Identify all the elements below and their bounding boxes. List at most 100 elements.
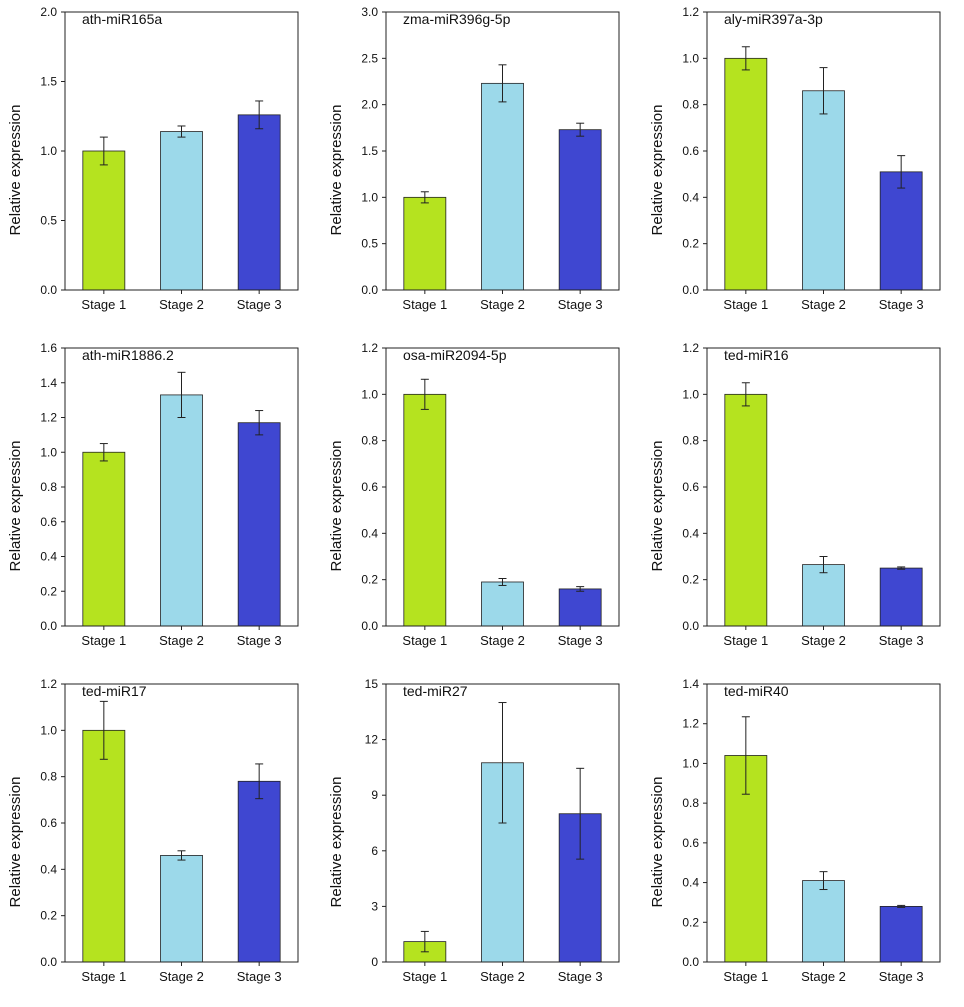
bar-1 [82, 150, 126, 291]
chart-panel-4: Relative expression ath-miR1886.2 0.0 0.2… [0, 336, 321, 671]
y-tick-label: 0.0 [361, 619, 378, 633]
chart-title: aly-miR397a-3p [724, 11, 823, 27]
x-tick-label: Stage 1 [81, 969, 126, 984]
bar-1 [403, 196, 447, 291]
error-bar-1 [420, 191, 429, 204]
x-tick-label: Stage 1 [723, 969, 768, 984]
error-bar-3 [255, 100, 264, 130]
y-tick-label: 2.0 [361, 98, 378, 112]
error-bar-2 [498, 578, 507, 586]
error-bar-2 [177, 850, 186, 861]
y-tick-label: 0 [371, 955, 378, 969]
x-tick-label: Stage 2 [480, 969, 525, 984]
y-axis-label: Relative expression [649, 441, 666, 572]
error-bar-1 [99, 136, 108, 166]
y-tick-label: 0.0 [682, 619, 699, 633]
bar-2 [160, 855, 203, 963]
chart-panel-7: Relative expression ted-miR17 0.0 0.2 0.4 0… [0, 672, 321, 1007]
x-tick-label: Stage 3 [879, 633, 924, 648]
y-tick-label: 0.0 [40, 283, 57, 297]
bar-chart-7: Relative expression ted-miR17 0.0 0.2 0.4 0… [7, 677, 299, 984]
y-tick-label: 1.0 [682, 387, 699, 401]
y-tick-label: 0.8 [682, 796, 699, 810]
y-tick-label: 0.6 [361, 480, 378, 494]
error-bar-1 [420, 930, 429, 953]
bar-1 [724, 393, 768, 627]
y-tick-label: 1.0 [40, 144, 57, 158]
error-bar-1 [741, 382, 750, 407]
y-tick-label: 0.2 [361, 573, 378, 587]
y-tick-label: 1.4 [682, 677, 699, 691]
bar-chart-2: Relative expression zma-miR396g-5p 0.0 0.… [328, 5, 620, 312]
bar-3 [879, 567, 923, 627]
x-tick-label: Stage 2 [801, 969, 846, 984]
bar-2 [481, 82, 524, 291]
y-tick-label: 0.0 [40, 619, 57, 633]
error-bar-3 [897, 155, 906, 189]
bar-1 [403, 393, 447, 627]
error-bar-2 [819, 67, 828, 115]
y-tick-label: 1.0 [361, 387, 378, 401]
y-tick-label: 1.2 [361, 341, 378, 355]
y-tick-label: 0.2 [682, 573, 699, 587]
bar-chart-1: Relative expression ath-miR165a 0.0 0.5 1.… [7, 5, 299, 312]
chart-panel-8: Relative expression ted-miR27 0 3 6 9 12 15 St… [321, 672, 642, 1007]
bar-chart-3: Relative expression aly-miR397a-3p 0.0 0.… [649, 5, 941, 312]
x-tick-label: Stage 2 [480, 297, 525, 312]
bar-2 [160, 394, 203, 627]
y-tick-label: 0.8 [361, 434, 378, 448]
x-tick-label: Stage 1 [81, 633, 126, 648]
error-bar-2 [177, 125, 186, 138]
chart-panel-6: Relative expression ted-miR16 0.0 0.2 0.4 0… [642, 336, 963, 671]
y-tick-label: 0.2 [40, 909, 57, 923]
error-bar-3 [897, 566, 906, 570]
chart-title: osa-miR2094-5p [403, 347, 507, 363]
y-axis-label: Relative expression [7, 441, 24, 572]
y-tick-label: 0.4 [682, 190, 699, 204]
bar-1 [82, 729, 126, 963]
bar-chart-9: Relative expression ted-miR40 0.0 0.2 0.4 0… [649, 677, 941, 984]
error-bar-2 [177, 371, 186, 418]
y-tick-label: 1.6 [40, 341, 57, 355]
y-axis-label: Relative expression [649, 105, 666, 236]
bar-3 [558, 129, 602, 291]
x-tick-label: Stage 3 [879, 969, 924, 984]
y-tick-label: 0.0 [40, 955, 57, 969]
error-bar-2 [819, 871, 828, 891]
y-tick-label: 1.2 [682, 717, 699, 731]
bar-3 [879, 905, 923, 963]
chart-title: ted-miR16 [724, 347, 789, 363]
chart-title: ted-miR17 [82, 683, 147, 699]
y-tick-label: 1.2 [40, 677, 57, 691]
x-tick-label: Stage 2 [159, 969, 204, 984]
error-bar-3 [255, 763, 264, 800]
bar-2 [802, 880, 845, 963]
error-bar-3 [576, 122, 585, 137]
error-bar-3 [576, 586, 585, 592]
x-tick-label: Stage 1 [723, 633, 768, 648]
y-tick-label: 1.5 [40, 75, 57, 89]
chart-title: zma-miR396g-5p [403, 11, 511, 27]
error-bar-3 [897, 904, 906, 908]
x-tick-label: Stage 3 [558, 969, 603, 984]
x-tick-label: Stage 2 [801, 633, 846, 648]
x-tick-label: Stage 3 [237, 633, 282, 648]
y-tick-label: 0.2 [682, 915, 699, 929]
y-axis-label: Relative expression [7, 777, 24, 908]
x-tick-label: Stage 1 [81, 297, 126, 312]
x-tick-label: Stage 2 [159, 633, 204, 648]
y-tick-label: 0.0 [682, 283, 699, 297]
error-bar-2 [819, 556, 828, 574]
y-tick-label: 0.6 [682, 836, 699, 850]
bar-chart-5: Relative expression osa-miR2094-5p 0.0 0.… [328, 341, 620, 648]
y-tick-label: 9 [371, 788, 378, 802]
x-tick-label: Stage 3 [237, 969, 282, 984]
y-tick-label: 12 [365, 733, 379, 747]
bar-chart-4: Relative expression ath-miR1886.2 0.0 0.2… [7, 341, 299, 648]
chart-panel-9: Relative expression ted-miR40 0.0 0.2 0.4 0… [642, 672, 963, 1007]
error-bar-3 [255, 410, 264, 436]
y-tick-label: 0.6 [682, 144, 699, 158]
bar-1 [724, 57, 768, 291]
y-tick-label: 0.4 [361, 526, 378, 540]
